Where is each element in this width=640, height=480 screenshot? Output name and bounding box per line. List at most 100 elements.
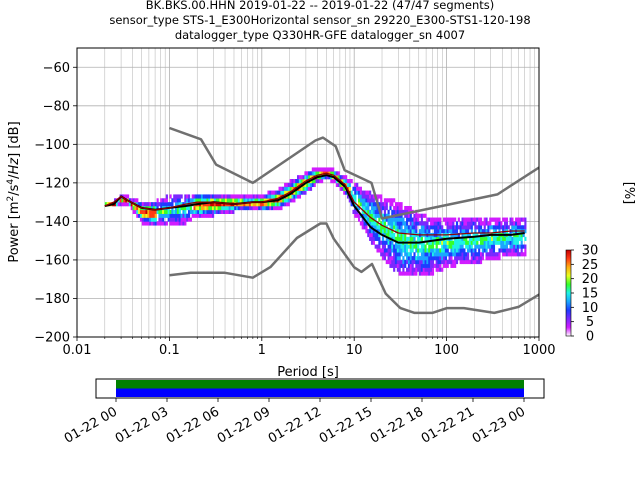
density-cell xyxy=(282,190,285,195)
density-cell xyxy=(481,221,484,226)
density-cell xyxy=(391,217,394,222)
density-cell xyxy=(452,252,455,257)
density-cell xyxy=(297,175,300,180)
density-cell xyxy=(426,225,429,230)
density-cell xyxy=(524,236,527,241)
density-cell xyxy=(393,244,396,249)
density-cell xyxy=(130,198,133,203)
density-cell xyxy=(485,248,488,253)
density-cell xyxy=(437,252,440,257)
density-cell xyxy=(496,217,499,222)
density-cell xyxy=(232,209,235,214)
density-cell xyxy=(215,194,218,199)
density-cell xyxy=(454,240,457,245)
density-cell xyxy=(191,209,194,214)
density-cell xyxy=(465,256,468,261)
density-cell xyxy=(444,259,447,265)
density-cell xyxy=(520,217,523,222)
density-cell xyxy=(141,213,144,218)
density-cell xyxy=(394,217,398,222)
density-cell xyxy=(444,221,447,226)
density-cell xyxy=(176,194,180,199)
colorbar-tick-label: 15 xyxy=(582,287,599,302)
density-cell xyxy=(435,240,438,245)
density-cell xyxy=(158,202,161,207)
density-cell xyxy=(197,209,200,214)
density-cell xyxy=(363,202,366,207)
density-cell xyxy=(433,263,436,268)
density-cell xyxy=(193,213,196,218)
density-cell xyxy=(217,205,220,211)
density-cell xyxy=(361,202,364,207)
density-cell xyxy=(224,205,228,211)
density-cell xyxy=(274,202,277,207)
density-cell xyxy=(346,179,350,184)
density-cell xyxy=(457,225,460,230)
density-cell xyxy=(450,248,453,253)
density-cell xyxy=(518,217,521,222)
density-cell xyxy=(369,217,372,222)
density-cell xyxy=(422,225,425,230)
density-cell xyxy=(417,217,420,222)
density-cell xyxy=(404,205,407,211)
density-cell xyxy=(507,248,510,253)
density-cell xyxy=(182,213,185,218)
density-cell xyxy=(173,194,176,199)
density-cell xyxy=(417,236,420,241)
density-cell xyxy=(446,229,449,234)
density-cell xyxy=(485,221,488,226)
density-cell xyxy=(202,209,205,214)
density-cell xyxy=(117,202,120,207)
density-cell xyxy=(518,252,521,257)
density-cell xyxy=(452,229,455,234)
density-cell xyxy=(308,175,311,180)
density-cell xyxy=(226,205,229,211)
density-cell xyxy=(152,221,156,226)
density-cell xyxy=(284,202,287,207)
density-cell xyxy=(407,217,411,222)
density-cell xyxy=(293,194,296,199)
density-cell xyxy=(256,198,259,203)
y-tick-label: −80 xyxy=(43,99,70,114)
density-cell xyxy=(382,217,385,222)
density-cell xyxy=(236,205,239,211)
density-cell xyxy=(406,213,409,218)
density-cell xyxy=(321,167,324,172)
density-cell xyxy=(478,252,481,257)
density-cell xyxy=(197,194,200,199)
density-cell xyxy=(455,240,459,245)
density-cell xyxy=(175,198,178,203)
density-cell xyxy=(345,175,348,180)
density-cell xyxy=(293,179,296,184)
density-cell xyxy=(354,209,357,214)
density-cell xyxy=(285,190,289,195)
density-cell xyxy=(439,217,442,222)
density-cell xyxy=(498,248,501,253)
density-cell xyxy=(498,256,501,261)
density-cell xyxy=(123,194,126,199)
density-cell xyxy=(448,252,451,257)
density-cell xyxy=(361,194,364,199)
density-cell xyxy=(400,221,403,226)
density-cell xyxy=(509,236,512,241)
colorbar-tick-label: 0 xyxy=(586,330,594,345)
density-cell xyxy=(274,205,277,211)
density-cell xyxy=(426,271,429,276)
density-cell xyxy=(208,194,211,199)
density-cell xyxy=(420,252,423,257)
density-cell xyxy=(241,198,244,203)
density-cell xyxy=(522,244,525,249)
density-cell xyxy=(285,198,289,203)
density-cell xyxy=(154,202,157,207)
density-cell xyxy=(450,221,453,226)
density-cell xyxy=(509,248,512,253)
density-cell xyxy=(387,221,390,226)
density-cell xyxy=(149,213,152,218)
density-cell xyxy=(309,182,313,188)
density-cell xyxy=(431,263,435,268)
density-cell xyxy=(321,171,324,176)
density-cell xyxy=(359,221,362,226)
density-cell xyxy=(398,252,401,257)
density-cell xyxy=(385,240,388,245)
density-cell xyxy=(422,263,425,268)
